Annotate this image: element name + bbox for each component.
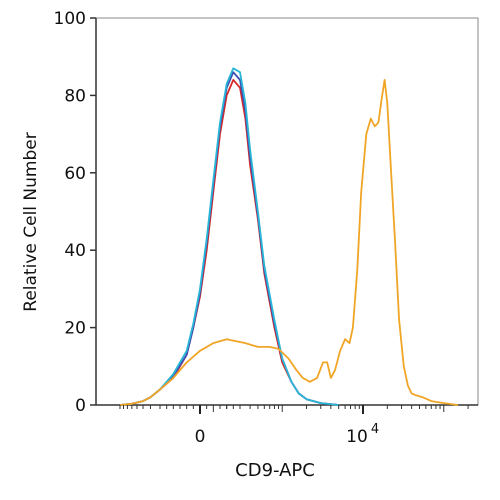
plot-frame — [95, 17, 479, 406]
y-tick-label: 0 — [75, 396, 86, 416]
histogram-series-line — [119, 67, 339, 406]
x-tick-label: 0 — [195, 427, 206, 447]
ticks-layer: 0204060801000104106 — [54, 9, 469, 447]
y-tick-label: 60 — [64, 164, 86, 184]
series-layer — [119, 67, 459, 406]
axes-layer — [95, 17, 479, 406]
y-tick-label: 40 — [64, 241, 86, 261]
histogram-series-line — [119, 71, 339, 406]
x-tick-label: 10 — [346, 427, 368, 447]
y-axis-label: Relative Cell Number — [21, 132, 41, 311]
y-tick-label: 100 — [54, 9, 86, 29]
y-tick-label: 80 — [64, 86, 86, 106]
y-tick-label: 20 — [64, 319, 86, 339]
histogram-series-line — [119, 79, 339, 406]
histogram-series-line — [119, 79, 459, 406]
x-axis-label: CD9-APC — [235, 460, 315, 481]
x-tick-exponent: 4 — [371, 422, 379, 437]
